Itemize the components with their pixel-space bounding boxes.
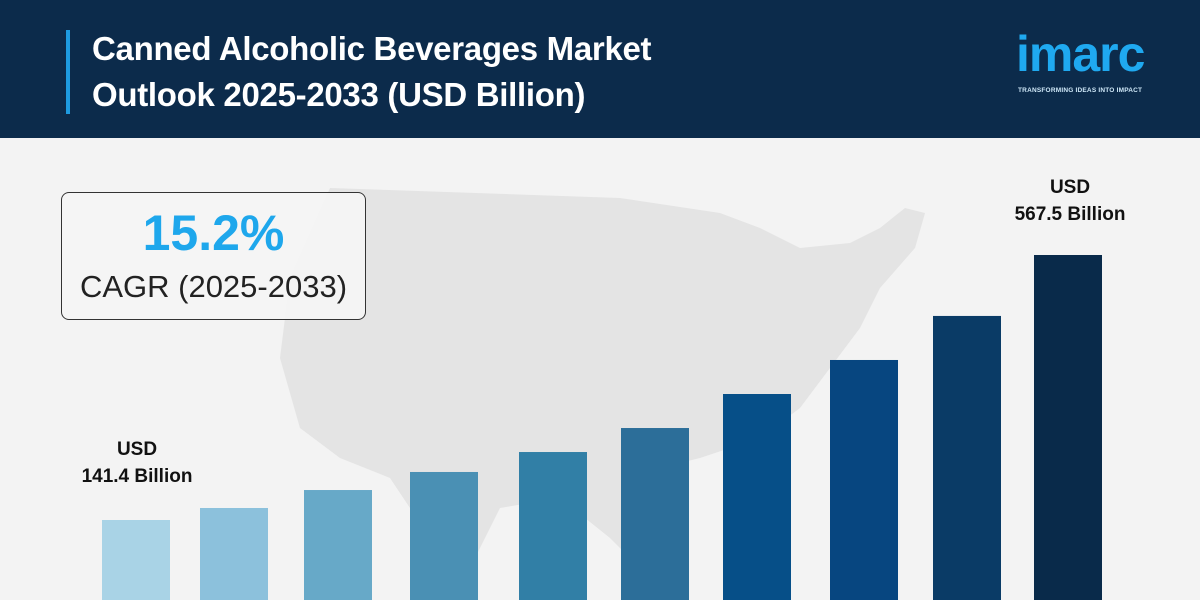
last-bar-label: USD 567.5 Billion [985, 174, 1155, 228]
logo-word: imarc [1016, 26, 1145, 82]
logo-tagline: TRANSFORMING IDEAS INTO IMPACT [1018, 87, 1143, 94]
bar-6 [723, 393, 791, 600]
bar-3 [410, 471, 478, 600]
bar-0 [102, 520, 170, 600]
bar-1 [200, 507, 268, 600]
bar-9 [1034, 255, 1102, 600]
chart-title: Canned Alcoholic Beverages Market Outloo… [92, 26, 652, 118]
title-line-1: Canned Alcoholic Beverages Market [92, 30, 652, 67]
cagr-label: CAGR (2025-2033) [79, 269, 348, 304]
first-bar-label: USD 141.4 Billion [52, 436, 222, 490]
first-bar-label-line2: 141.4 Billion [81, 466, 193, 487]
last-bar-label-line1: USD [1049, 177, 1091, 198]
bar-2 [304, 490, 372, 600]
bar-8 [933, 315, 1001, 600]
imarc-logo: imarc TRANSFORMING IDEAS INTO IMPACT [1014, 26, 1174, 102]
last-bar-label-line2: 567.5 Billion [1014, 204, 1126, 225]
cagr-box: 15.2% CAGR (2025-2033) [61, 192, 366, 320]
bar-7 [830, 359, 898, 600]
title-accent-bar [66, 30, 70, 114]
first-bar-label-line1: USD [116, 439, 158, 460]
bar-5 [621, 428, 689, 600]
cagr-value: 15.2% [142, 205, 285, 261]
header-banner: Canned Alcoholic Beverages Market Outloo… [0, 0, 1200, 138]
bar-4 [519, 452, 587, 600]
title-line-2: Outlook 2025-2033 (USD Billion) [92, 76, 586, 113]
